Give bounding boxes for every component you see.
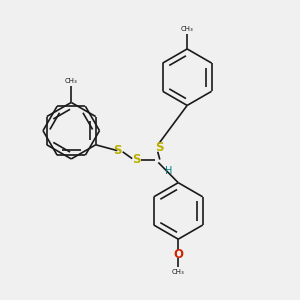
Text: CH₃: CH₃	[181, 26, 194, 32]
Text: CH₃: CH₃	[172, 269, 184, 275]
Text: O: O	[173, 248, 183, 260]
Text: CH₃: CH₃	[65, 78, 78, 84]
Text: S: S	[113, 144, 122, 157]
Text: S: S	[132, 153, 141, 166]
Text: H: H	[165, 166, 172, 176]
Text: S: S	[155, 141, 163, 154]
